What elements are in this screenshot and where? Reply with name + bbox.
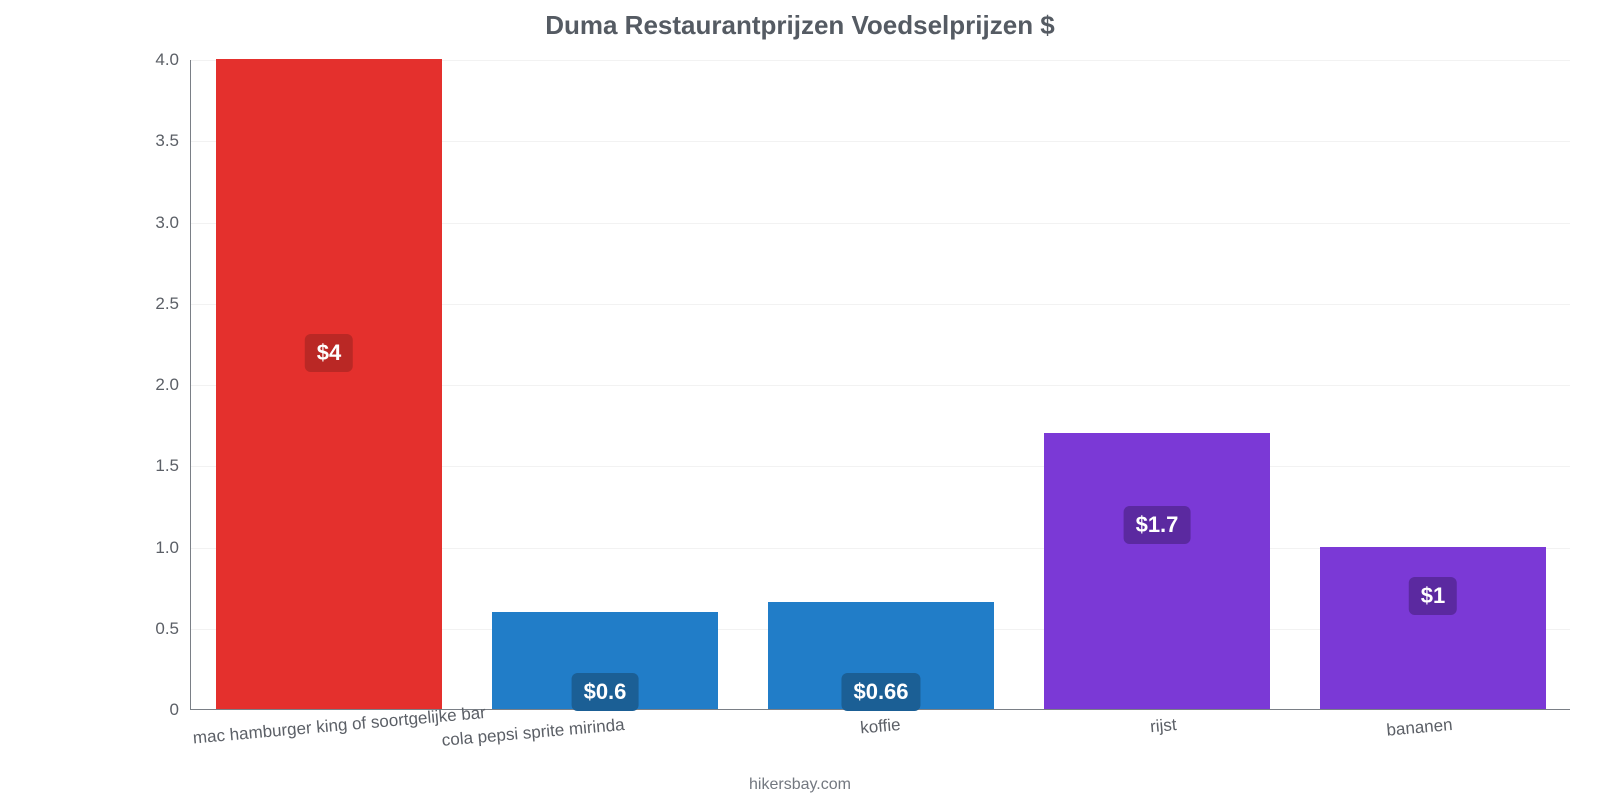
bar (1044, 433, 1270, 709)
y-tick-label: 2.0 (155, 375, 191, 395)
attribution-text: hikersbay.com (0, 776, 1600, 794)
chart-title: Duma Restaurantprijzen Voedselprijzen $ (0, 10, 1600, 41)
value-label: $4 (305, 334, 353, 372)
bar (216, 59, 442, 709)
value-label: $1.7 (1124, 506, 1191, 544)
value-label: $0.6 (572, 673, 639, 711)
y-tick-label: 1.0 (155, 538, 191, 558)
value-label: $0.66 (841, 673, 920, 711)
bar (1320, 547, 1546, 710)
y-tick-label: 0.5 (155, 619, 191, 639)
y-tick-label: 1.5 (155, 456, 191, 476)
y-tick-label: 3.5 (155, 131, 191, 151)
y-tick-label: 3.0 (155, 213, 191, 233)
price-bar-chart: Duma Restaurantprijzen Voedselprijzen $ … (0, 0, 1600, 800)
y-tick-label: 4.0 (155, 50, 191, 70)
y-tick-label: 2.5 (155, 294, 191, 314)
value-label: $1 (1409, 577, 1457, 615)
y-tick-label: 0 (170, 700, 191, 720)
plot-area: 00.51.01.52.02.53.03.54.0$4mac hamburger… (190, 60, 1570, 710)
